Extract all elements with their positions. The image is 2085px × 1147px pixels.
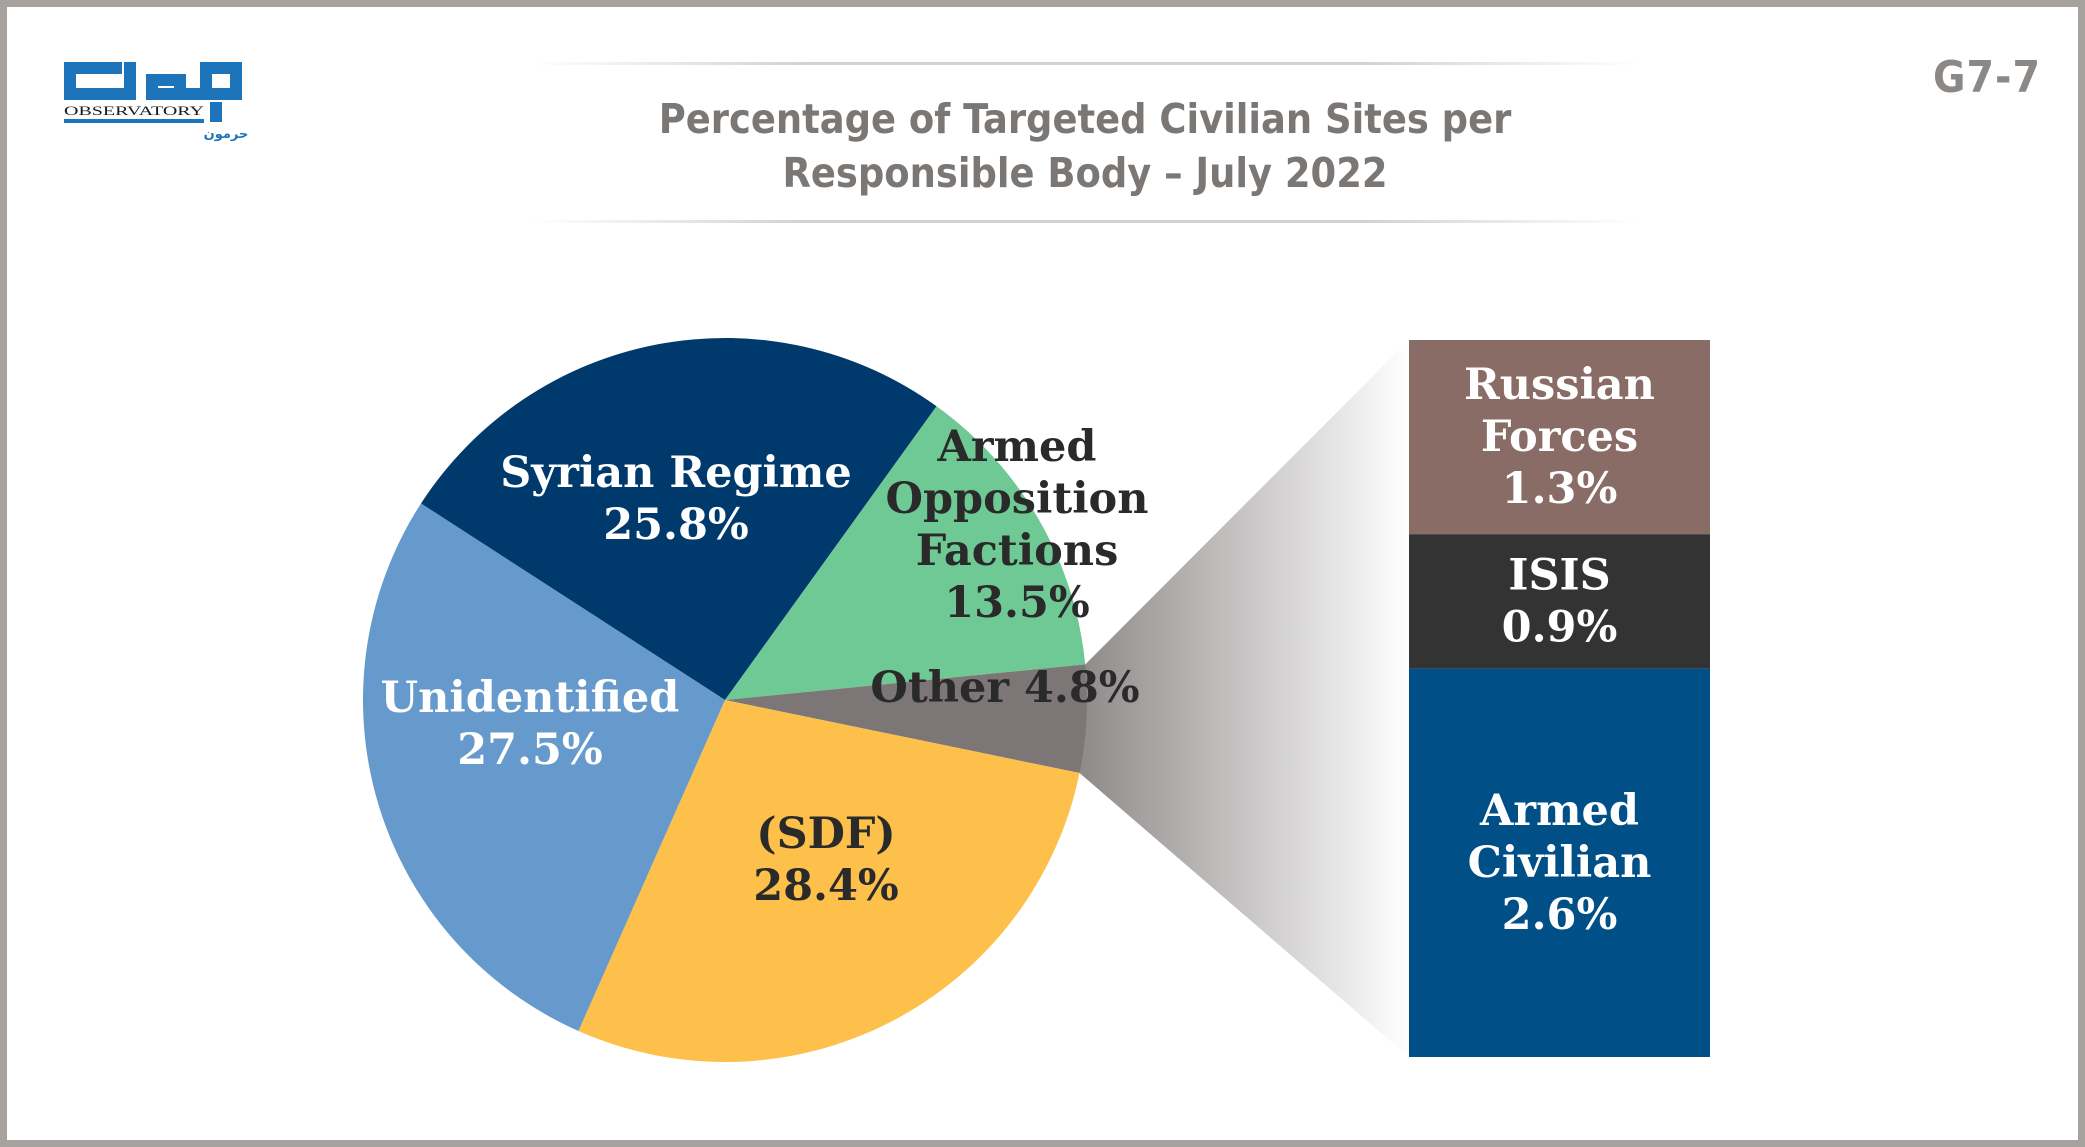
slice-label-armed-opposition-factions: Armed Opposition Factions 13.5%	[886, 422, 1149, 628]
title-rule-top	[530, 62, 1640, 65]
pie-slice-sdf	[578, 700, 1080, 1063]
bar-label-armed-civilian: Armed Civilian 2.6%	[1468, 786, 1652, 940]
breakdown-bar-isis	[1409, 534, 1710, 669]
slice-label-syrian-regime: Syrian Regime 25.8%	[500, 448, 851, 550]
pie-slice-armed-opposition-factions	[725, 406, 1086, 700]
chart-title: Percentage of Targeted Civilian Sites pe…	[480, 92, 1690, 200]
title-rule-bottom	[530, 220, 1640, 223]
pie-slice-other	[725, 664, 1088, 774]
breakdown-bar-russian-forces	[1409, 340, 1710, 535]
pie-slice-syrian-regime	[420, 338, 937, 700]
observatory-logo: OBSERVATORY حرمون	[64, 62, 249, 142]
breakdown-bar-armed-civilian	[1409, 668, 1710, 1057]
bar-label-isis: ISIS 0.9%	[1502, 550, 1618, 652]
page-code: G7-7	[1932, 52, 2041, 103]
slice-label-unidentified: Unidentified 27.5%	[381, 673, 680, 775]
chart-title-line-2: Responsible Body – July 2022	[782, 149, 1388, 197]
slice-label-other: Other 4.8%	[870, 663, 1139, 713]
logo-text-ar: حرمون	[204, 127, 249, 142]
breakdown-connector	[1079, 340, 1409, 1057]
slice-label-sdf: (SDF) 28.4%	[753, 809, 899, 911]
bar-label-russian-forces: Russian Forces 1.3%	[1464, 360, 1655, 514]
chart-title-line-1: Percentage of Targeted Civilian Sites pe…	[658, 95, 1512, 143]
pie-slice-unidentified	[363, 503, 725, 1032]
logo-text-en: OBSERVATORY	[64, 103, 205, 118]
